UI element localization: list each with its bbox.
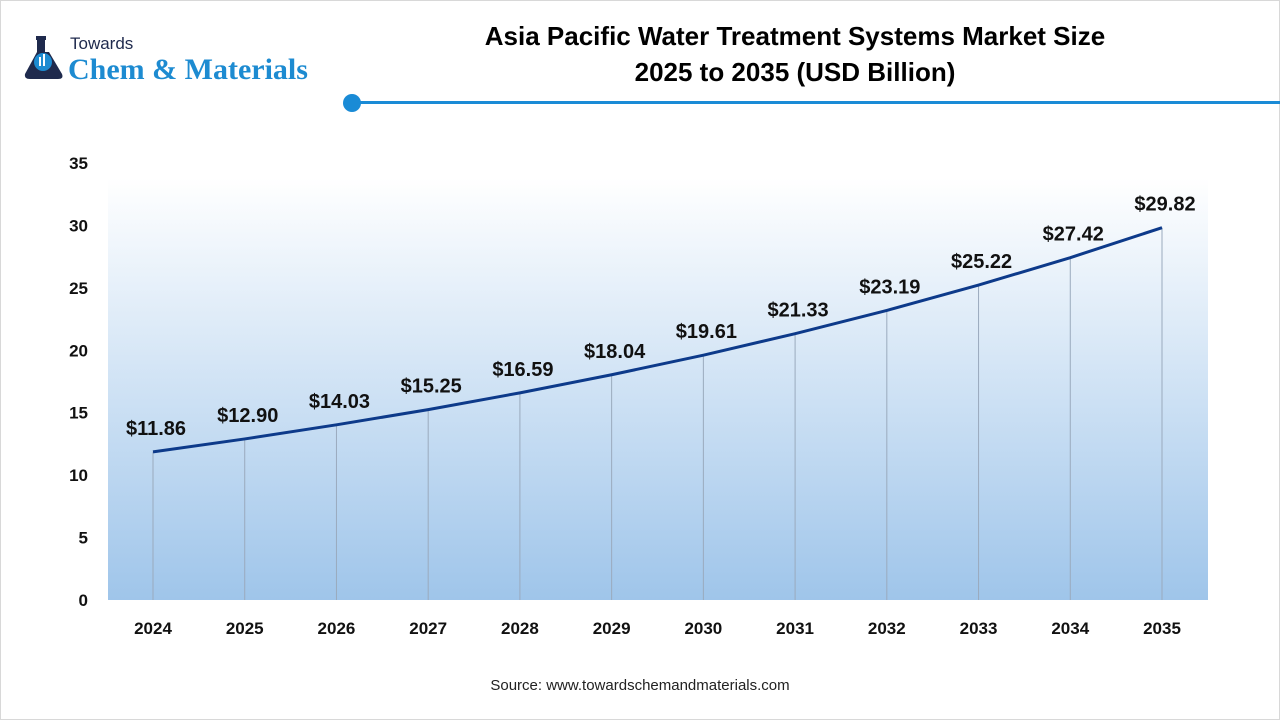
data-label: $12.90 bbox=[217, 405, 278, 427]
y-tick-label: 20 bbox=[69, 341, 88, 360]
x-tick-label: 2027 bbox=[409, 619, 447, 638]
data-label: $23.19 bbox=[859, 276, 920, 298]
data-label: $21.33 bbox=[768, 300, 829, 322]
data-label: $14.03 bbox=[309, 391, 370, 413]
series-line bbox=[152, 226, 1163, 454]
x-tick-label: 2029 bbox=[593, 619, 631, 638]
data-label: $15.25 bbox=[401, 376, 462, 398]
title-line-2: 2025 to 2035 (USD Billion) bbox=[634, 57, 956, 87]
y-tick-label: 30 bbox=[69, 216, 88, 235]
chart-title: Asia Pacific Water Treatment Systems Mar… bbox=[380, 18, 1210, 90]
header-rule bbox=[352, 101, 1280, 104]
data-label: $18.04 bbox=[584, 341, 646, 363]
flask-icon bbox=[24, 36, 63, 79]
x-tick-label: 2031 bbox=[776, 619, 814, 638]
data-label: $11.86 bbox=[126, 418, 186, 440]
x-tick-label: 2024 bbox=[134, 619, 172, 638]
x-tick-label: 2032 bbox=[868, 619, 906, 638]
data-label: $25.22 bbox=[951, 251, 1012, 273]
x-tick-label: 2028 bbox=[501, 619, 539, 638]
logo-text-main: Chem & Materials bbox=[68, 53, 308, 86]
y-tick-label: 10 bbox=[69, 466, 88, 485]
data-label: $27.42 bbox=[1043, 224, 1104, 246]
plot-area bbox=[108, 178, 1208, 600]
x-tick-label: 2026 bbox=[318, 619, 356, 638]
data-label: $16.59 bbox=[492, 359, 553, 381]
x-tick-label: 2033 bbox=[960, 619, 998, 638]
logo: Towards Chem & Materials bbox=[22, 34, 342, 86]
y-tick-label: 15 bbox=[69, 404, 88, 423]
x-tick-label: 2030 bbox=[684, 619, 722, 638]
x-tick-label: 2034 bbox=[1051, 619, 1089, 638]
x-tick-label: 2025 bbox=[226, 619, 264, 638]
y-tick-label: 0 bbox=[79, 591, 88, 610]
data-label: $29.82 bbox=[1134, 194, 1195, 216]
data-label: $19.61 bbox=[676, 321, 737, 343]
source-note: Source: www.towardschemandmaterials.com bbox=[490, 677, 790, 694]
y-tick-label: 5 bbox=[79, 529, 88, 548]
y-tick-label: 25 bbox=[69, 279, 88, 298]
title-line-1: Asia Pacific Water Treatment Systems Mar… bbox=[484, 21, 1106, 51]
logo-text-top: Towards bbox=[70, 34, 134, 53]
y-tick-label: 35 bbox=[69, 154, 88, 173]
x-tick-label: 2035 bbox=[1143, 619, 1181, 638]
header-dot bbox=[343, 94, 361, 112]
